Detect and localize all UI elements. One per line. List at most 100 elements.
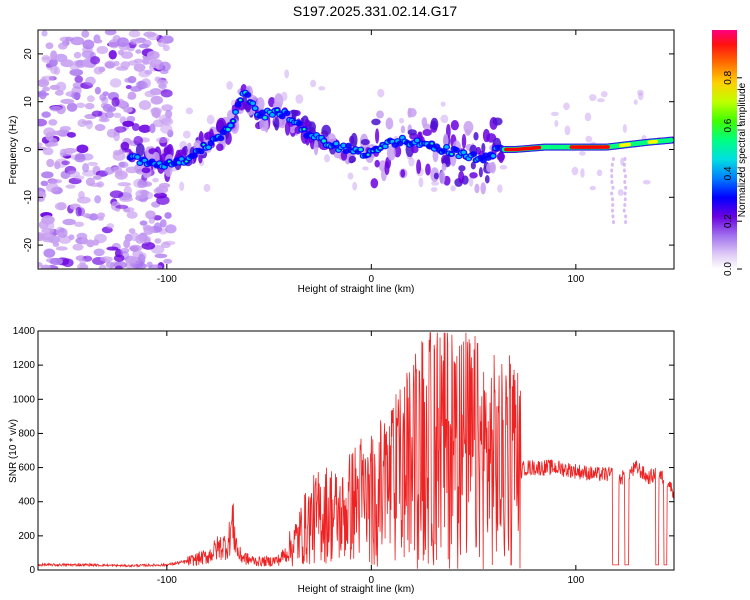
spectrogram-blob (418, 177, 424, 188)
spectrogram-blob (376, 110, 384, 119)
spectrogram-blob (605, 145, 610, 149)
spectrogram-blob (94, 86, 101, 95)
spectrogram-blob (478, 166, 483, 178)
spectrogram-blob (43, 248, 56, 258)
spectrogram-blob (430, 117, 439, 130)
spectrogram-blob (348, 155, 357, 163)
spectrogram-blob (469, 172, 478, 179)
spectrogram-blob (414, 138, 420, 143)
spectrogram-blob (384, 161, 390, 175)
spectrogram-ytick-label: 0 (23, 146, 34, 152)
colorbar-tick-label: 0.0 (723, 262, 734, 276)
spectrogram-blob (450, 119, 459, 131)
spectrogram-blob (73, 39, 85, 45)
spectrogram-blob (96, 46, 109, 55)
spectrogram-blob (163, 240, 176, 246)
spectrogram-blob (461, 150, 466, 155)
spectrogram-blob (182, 130, 191, 139)
spectrogram-blob (159, 219, 167, 228)
spectrogram-blob (461, 133, 467, 149)
spectrogram-blob (611, 208, 615, 213)
spectrogram-blob (468, 177, 474, 187)
spectrogram-blob (333, 141, 339, 146)
spectrogram-blob (150, 107, 162, 115)
spectrogram-blob (48, 178, 63, 184)
spectrogram-blob (295, 94, 304, 104)
spectrogram-blob (127, 60, 138, 66)
spectrogram-blob (206, 145, 211, 150)
spectrogram-blob (114, 265, 123, 269)
spectrogram-blob (385, 117, 394, 130)
snr-ylabel: SNR (10 * v/v) (8, 419, 19, 483)
spectrogram-blob (66, 132, 76, 138)
spectrogram-blob (284, 69, 290, 79)
spectrogram-blob (400, 169, 406, 178)
spectrogram-blob (93, 39, 103, 44)
spectrogram-blob (104, 167, 115, 175)
spectrogram-blob (198, 153, 203, 164)
spectrogram-blob (162, 44, 170, 52)
spectrogram-blob (610, 191, 614, 196)
spectrogram-blob (536, 145, 542, 150)
spectrogram-blob (94, 195, 102, 204)
spectrogram-blob (450, 152, 453, 156)
spectrogram-blob (144, 90, 156, 98)
spectrogram-blob (94, 233, 107, 244)
spectrogram-blob (197, 148, 205, 155)
spectrogram-blob (135, 80, 148, 90)
spectrogram-blob (135, 189, 149, 199)
colorbar-tick-label: 0.6 (723, 118, 734, 132)
spectrogram-blob (112, 151, 126, 161)
snr-ytick-label: 200 (18, 531, 35, 542)
spectrogram-blob (600, 91, 608, 98)
spectrogram-blob (109, 78, 122, 88)
spectrogram-blob (73, 51, 82, 59)
spectrogram-blob (73, 221, 85, 227)
spectrogram-blob (94, 124, 106, 132)
spectrogram-blob (91, 110, 103, 117)
spectrogram-blob (203, 183, 211, 192)
spectrogram-blob (163, 258, 173, 264)
spectrogram-blob (302, 128, 306, 131)
snr-xtick-label: 100 (567, 575, 584, 586)
spectrogram-blob (304, 118, 310, 127)
spectrogram-blob (623, 180, 627, 185)
spectrogram-blob (135, 49, 142, 54)
spectrogram-blob (117, 49, 125, 56)
spectrogram-blob (161, 117, 174, 126)
spectrogram-blob (102, 91, 109, 97)
spectrogram-blob (400, 125, 406, 134)
spectrogram-blob (430, 187, 438, 192)
spectrogram-blob (159, 61, 171, 72)
spectrogram-blob (589, 94, 597, 102)
spectrogram-blob (154, 238, 162, 244)
spectrogram-blob (278, 113, 286, 120)
spectrogram-blob (550, 111, 559, 117)
spectrogram-blob (440, 101, 446, 107)
spectrogram-blob (145, 210, 156, 220)
spectrogram-blob (474, 183, 480, 194)
spectrogram-blob (430, 142, 434, 145)
spectrogram-blob (128, 30, 141, 38)
spectrogram-blob (66, 170, 81, 178)
spectrogram-blobs (38, 30, 674, 269)
spectrogram-blob (156, 136, 170, 144)
spectrogram-blob (120, 61, 131, 69)
spectrogram-blob (217, 135, 225, 142)
spectrogram-blob (444, 145, 449, 149)
spectrogram-blob (244, 91, 252, 98)
spectrogram-blob (40, 264, 51, 269)
spectrogram-blob (441, 163, 447, 171)
spectrogram-blob (146, 50, 160, 60)
spectrogram-blob (624, 214, 628, 219)
spectrogram-blob (270, 113, 275, 117)
spectrogram-blob (45, 42, 54, 50)
spectrogram-blob (465, 128, 471, 136)
spectrogram-blob (425, 163, 431, 176)
spectrogram-blob (104, 30, 117, 36)
spectrogram-blob (421, 117, 428, 128)
spectrogram-blob (386, 145, 396, 161)
